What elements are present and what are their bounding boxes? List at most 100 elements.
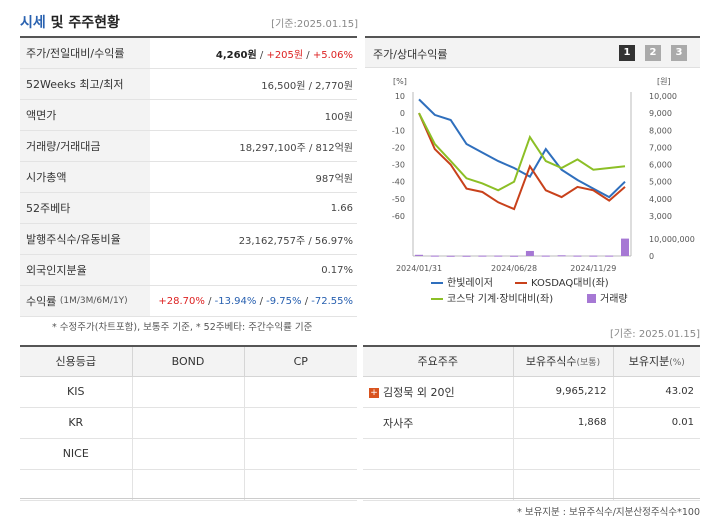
series-line-3	[418, 112, 626, 192]
volume-zero-label: 0	[649, 252, 654, 261]
right-tick-label: 9,000	[649, 109, 672, 118]
cp-cell	[243, 407, 357, 439]
row-label: 시가총액	[20, 162, 150, 192]
shares-cell: 1,868	[512, 407, 613, 439]
shareholder-table: 주요주주 보유주식수(보통) 보유지분(%) + 김정묵 외 20인 9,965,…	[363, 345, 700, 501]
row-label: 수익률 (1M/3M/6M/1Y)	[20, 286, 150, 316]
column-header-text: 보유주식수	[525, 355, 577, 369]
shareholder-footnote: * 보유지분 : 보유주식수/지분산정주식수*100	[517, 507, 700, 518]
separator: /	[301, 295, 312, 307]
x-tick-label: 2024/06/28	[491, 264, 537, 273]
chart-page-2-button[interactable]: 2	[645, 45, 661, 61]
bond-cell	[131, 469, 244, 501]
left-axis-unit: [%]	[393, 77, 407, 86]
volume-bar	[621, 238, 629, 256]
price-chart-svg: [%] [원] 10 0 -10 -20 -30 -40 -50 -60 10,000 9,000 8,…	[392, 77, 695, 305]
holder-name-cell: 자사주	[363, 407, 513, 439]
row-beta: 52주베타 1.66	[20, 193, 357, 224]
left-tick-label: -20	[392, 143, 405, 152]
x-tick-label: 2024/11/29	[570, 264, 616, 273]
right-tick-label: 7,000	[649, 143, 672, 152]
price-chart-panel: 주가/상대수익률 1 2 3 [%] [원] 10 0 -10 -20 -30 -40 -50-…	[365, 36, 700, 314]
left-tick-label: 0	[400, 109, 405, 118]
volume-bar	[525, 250, 534, 256]
cp-cell	[243, 376, 357, 408]
row-par-value: 액면가 100원	[20, 100, 357, 131]
table-header-row: 주요주주 보유주식수(보통) 보유지분(%)	[363, 346, 700, 377]
price-change-rate: +5.06%	[312, 49, 353, 61]
row-value: 1.66	[330, 202, 353, 214]
volume-bar	[573, 255, 582, 257]
cp-cell	[243, 469, 357, 501]
left-tick-label: -50	[392, 195, 405, 204]
return-3m: -13.94%	[214, 295, 257, 307]
table-row: + 김정묵 외 20인 9,965,212 43.02	[363, 376, 700, 408]
volume-bar	[462, 255, 471, 257]
separator: /	[303, 49, 313, 61]
table-row	[20, 469, 357, 501]
right-tick-label: 4,000	[649, 195, 672, 204]
bottom-divider	[20, 498, 700, 499]
cp-cell	[243, 438, 357, 470]
summary-footnote: * 수정주가(차트포함), 보통주 기준, * 52주베타: 주간수익률 기준	[52, 322, 313, 333]
price-change: +205원	[266, 49, 304, 61]
bond-cell	[131, 438, 244, 470]
agency-cell	[20, 469, 132, 501]
volume-bar	[494, 255, 503, 257]
shares-cell	[512, 438, 613, 470]
bond-cell	[131, 376, 244, 408]
separator: /	[256, 49, 267, 61]
current-price: 4,260원	[215, 49, 257, 61]
pct-cell	[612, 469, 700, 501]
row-value: 16,500원 / 2,770원	[261, 80, 353, 92]
table-row: 자사주 1,868 0.01	[363, 407, 700, 439]
volume-tick-label: 10,000,000	[649, 235, 695, 244]
volume-bar	[478, 255, 487, 257]
column-header-sub: (보통)	[576, 358, 601, 369]
row-market-cap: 시가총액 987억원	[20, 162, 357, 193]
table-row: KIS	[20, 376, 357, 408]
legend-series-4-swatch	[587, 294, 596, 303]
row-value: 4,260원 / +205원 / +5.06%	[150, 46, 357, 61]
bond-cell	[131, 407, 244, 439]
row-label: 발행주식수/유동비율	[20, 224, 150, 254]
row-label: 52Weeks 최고/최저	[20, 69, 150, 99]
right-tick-label: 6,000	[649, 161, 672, 170]
expand-plus-icon[interactable]: +	[369, 387, 379, 398]
row-returns: 수익률 (1M/3M/6M/1Y) +28.70% / -13.94% / -9…	[20, 286, 357, 317]
holder-name-cell: + 김정묵 외 20인	[363, 376, 513, 408]
row-value: 18,297,100주 / 812억원	[239, 142, 353, 154]
column-header: CP	[243, 346, 357, 377]
row-shares: 발행주식수/유동비율 23,162,757주 / 56.97%	[20, 224, 357, 255]
credit-rating-table: 신용등급 BOND CP KIS KR NICE	[20, 345, 357, 501]
table-row: NICE	[20, 438, 357, 470]
series-line-2	[418, 112, 626, 211]
column-header: 보유지분(%)	[612, 346, 700, 377]
column-header: 보유주식수(보통)	[512, 346, 613, 377]
row-price: 주가/전일대비/수익률 4,260원 / +205원 / +5.06%	[20, 38, 357, 69]
column-header: 신용등급	[20, 346, 132, 377]
row-label: 52주베타	[20, 193, 150, 223]
row-volume: 거래량/거래대금 18,297,100주 / 812억원	[20, 131, 357, 162]
column-header: 주요주주	[363, 346, 513, 377]
volume-bar	[415, 254, 423, 256]
x-tick-label: 2024/01/31	[396, 264, 442, 273]
chart-page-3-button[interactable]: 3	[671, 45, 687, 61]
left-tick-label: 10	[395, 92, 405, 101]
volume-bar	[446, 255, 455, 257]
chart-page-1-button[interactable]: 1	[619, 45, 635, 61]
agency-cell: KR	[20, 407, 132, 439]
pct-cell: 43.02	[612, 376, 700, 408]
table-row: KR	[20, 407, 357, 439]
volume-bar	[557, 255, 566, 257]
return-6m: -9.75%	[266, 295, 302, 307]
reference-date: [기준:2025.01.15]	[271, 19, 358, 30]
volume-bar	[605, 255, 614, 257]
row-label: 주가/전일대비/수익률	[20, 38, 150, 68]
holder-name-cell	[363, 438, 513, 470]
left-tick-label: -60	[392, 212, 405, 221]
section-title-part2: 및 주주현황	[45, 15, 120, 31]
right-tick-label: 10,000	[649, 92, 677, 101]
row-label: 외국인지분율	[20, 255, 150, 285]
left-tick-label: -10	[392, 126, 405, 135]
